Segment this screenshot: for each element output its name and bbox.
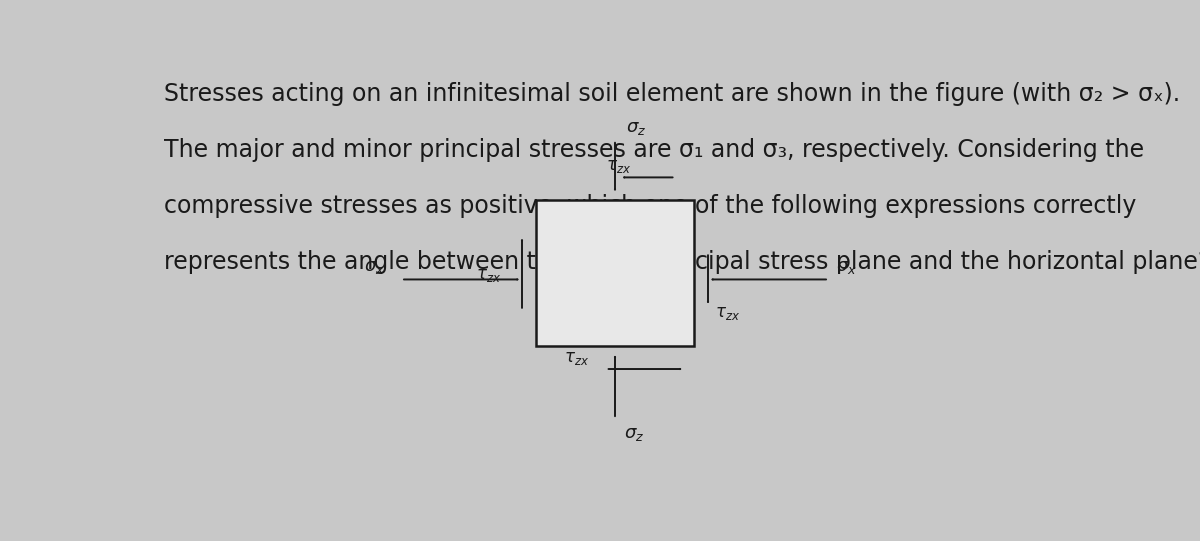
Text: $\sigma_x$: $\sigma_x$ xyxy=(364,258,385,276)
Text: represents the angle between the major principal stress plane and the horizontal: represents the angle between the major p… xyxy=(164,250,1200,274)
Text: $\sigma_z$: $\sigma_z$ xyxy=(624,425,644,443)
Text: $\sigma_z$: $\sigma_z$ xyxy=(626,118,647,136)
Bar xyxy=(536,200,694,346)
Text: $\tau_{zx}$: $\tau_{zx}$ xyxy=(606,157,631,175)
Text: $\tau_{zx}$: $\tau_{zx}$ xyxy=(475,266,500,283)
Text: Stresses acting on an infinitesimal soil element are shown in the figure (with σ: Stresses acting on an infinitesimal soil… xyxy=(164,82,1180,105)
Text: $\sigma_x$: $\sigma_x$ xyxy=(836,258,857,276)
Text: The major and minor principal stresses are σ₁ and σ₃, respectively. Considering : The major and minor principal stresses a… xyxy=(164,138,1144,162)
Text: $\tau_{zx}$: $\tau_{zx}$ xyxy=(564,349,589,367)
Text: $\tau_{zx}$: $\tau_{zx}$ xyxy=(715,305,740,322)
Text: compressive stresses as positive, which one of the following expressions correct: compressive stresses as positive, which … xyxy=(164,194,1136,218)
